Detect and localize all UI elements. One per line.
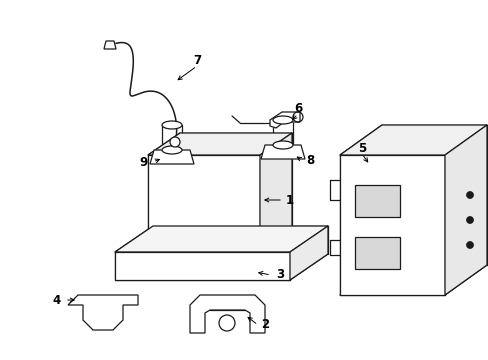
Text: 2: 2	[261, 319, 268, 332]
Text: 7: 7	[193, 54, 201, 67]
Ellipse shape	[162, 121, 182, 129]
Polygon shape	[289, 226, 327, 280]
Polygon shape	[261, 145, 305, 159]
Ellipse shape	[272, 116, 292, 124]
Polygon shape	[148, 155, 260, 260]
Polygon shape	[354, 185, 399, 217]
Polygon shape	[269, 112, 299, 128]
Polygon shape	[339, 125, 486, 155]
Polygon shape	[190, 295, 264, 333]
Polygon shape	[354, 185, 399, 217]
Polygon shape	[354, 237, 399, 269]
Polygon shape	[444, 125, 486, 295]
Text: 5: 5	[357, 141, 366, 154]
Polygon shape	[444, 125, 486, 295]
Text: 4: 4	[53, 293, 61, 306]
Polygon shape	[148, 133, 291, 155]
Circle shape	[466, 192, 472, 198]
Polygon shape	[115, 226, 327, 252]
Polygon shape	[339, 125, 486, 155]
Polygon shape	[68, 295, 138, 330]
Polygon shape	[190, 295, 264, 333]
Circle shape	[170, 137, 180, 147]
Text: 3: 3	[275, 269, 284, 282]
Polygon shape	[339, 155, 444, 295]
Polygon shape	[289, 226, 327, 280]
Text: 8: 8	[305, 153, 313, 166]
Polygon shape	[115, 226, 327, 252]
Text: 9: 9	[140, 156, 148, 168]
Polygon shape	[115, 252, 289, 280]
Polygon shape	[115, 252, 289, 280]
Circle shape	[466, 216, 472, 224]
Text: 1: 1	[285, 194, 293, 207]
Polygon shape	[104, 41, 116, 49]
Circle shape	[466, 242, 472, 248]
Polygon shape	[260, 133, 291, 260]
Ellipse shape	[162, 146, 182, 154]
Ellipse shape	[272, 141, 292, 149]
Text: 6: 6	[293, 102, 302, 114]
Polygon shape	[260, 133, 291, 260]
Polygon shape	[261, 145, 305, 159]
Polygon shape	[148, 133, 291, 155]
Polygon shape	[104, 41, 116, 49]
Polygon shape	[150, 150, 194, 164]
Polygon shape	[150, 150, 194, 164]
Polygon shape	[354, 237, 399, 269]
Polygon shape	[269, 112, 299, 128]
Polygon shape	[148, 155, 260, 260]
Polygon shape	[339, 155, 444, 295]
Polygon shape	[68, 295, 138, 330]
